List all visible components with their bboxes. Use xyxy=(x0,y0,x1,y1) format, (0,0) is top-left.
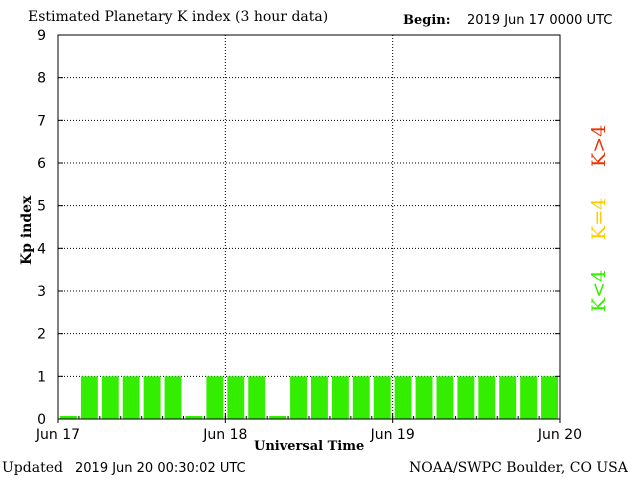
y-axis-label: Kp index xyxy=(19,195,35,265)
bar xyxy=(331,376,349,419)
bar xyxy=(60,416,77,419)
x-tick-label: Jun 19 xyxy=(370,427,415,443)
y-tick-label: 1 xyxy=(37,369,46,385)
bar xyxy=(122,376,140,419)
updated-value: 2019 Jun 20 00:30:02 UTC xyxy=(75,461,246,476)
bar xyxy=(80,376,98,419)
y-tick-label: 5 xyxy=(37,199,46,215)
bar xyxy=(541,376,558,419)
bar xyxy=(185,416,203,419)
plot-frame xyxy=(57,34,561,420)
bar xyxy=(457,376,475,419)
bar xyxy=(499,376,517,419)
legend-k-greater-4: K>4 xyxy=(588,124,610,167)
y-tick-label: 7 xyxy=(37,113,46,129)
bar xyxy=(311,376,328,419)
x-tick-label: Jun 20 xyxy=(537,427,582,443)
bar xyxy=(248,376,266,419)
legend-k-less-4: K<4 xyxy=(588,269,610,312)
bar xyxy=(269,416,287,419)
bar xyxy=(373,376,391,419)
y-tick-label: 3 xyxy=(37,284,46,300)
bar xyxy=(352,376,370,419)
x-tick-label: Jun 18 xyxy=(202,427,247,443)
credit-text: NOAA/SWPC Boulder, CO USA xyxy=(409,460,628,476)
bar xyxy=(164,376,182,419)
bar xyxy=(143,376,161,419)
y-tick-label: 0 xyxy=(37,412,46,428)
bar xyxy=(101,376,119,419)
x-tick-label: Jun 17 xyxy=(35,427,80,443)
bar xyxy=(227,376,245,419)
y-tick-label: 9 xyxy=(37,28,46,44)
bar xyxy=(478,376,496,419)
y-tick-label: 6 xyxy=(37,156,46,172)
begin-value: 2019 Jun 17 0000 UTC xyxy=(467,13,613,28)
y-tick-label: 2 xyxy=(37,327,46,343)
y-tick-label: 4 xyxy=(37,241,46,257)
bar xyxy=(436,376,454,419)
begin-label: Begin: xyxy=(403,13,451,28)
bar xyxy=(290,376,307,419)
updated-label: Updated xyxy=(2,460,63,476)
x-axis-label: Universal Time xyxy=(254,439,365,454)
y-tick-label: 8 xyxy=(37,71,46,87)
chart-title: Estimated Planetary K index (3 hour data… xyxy=(28,9,329,25)
bar xyxy=(520,376,538,419)
legend-k-equal-4: K=4 xyxy=(588,197,610,240)
bar xyxy=(206,376,224,419)
bar xyxy=(394,376,412,419)
bar xyxy=(415,376,433,419)
